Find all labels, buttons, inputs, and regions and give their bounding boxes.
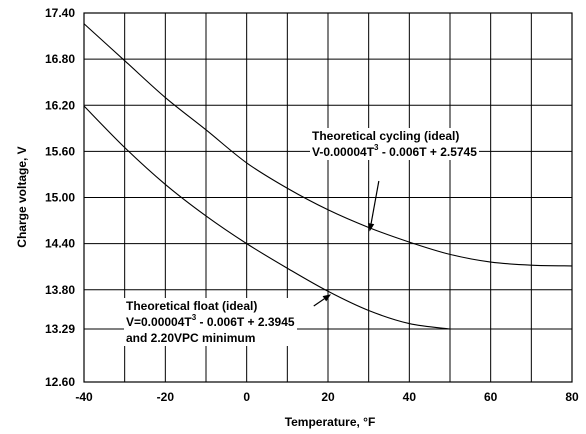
cycling-annotation-title: Theoretical cycling (ideal) [312, 129, 460, 143]
x-tick-label: -40 [75, 390, 93, 404]
annotation-arrows [313, 180, 380, 307]
x-tick-label: -20 [157, 390, 175, 404]
series [83, 23, 573, 330]
y-tick-label: 16.80 [45, 52, 75, 66]
y-axis-label: Charge voltage, V [15, 146, 29, 247]
float-annotation: Theoretical float (ideal) V=0.00004T3 - … [124, 298, 297, 346]
y-tick-label: 15.00 [45, 191, 75, 205]
y-tick-label: 12.60 [45, 375, 75, 389]
tick-labels: -40 -20 0 20 40 60 80 17.40 16.80 16.20 15.60 15.00… [45, 6, 579, 404]
float-annotation-equation: V=0.00004T3 - 0.006T + 2.3945 [126, 313, 295, 330]
x-tick-label: 40 [403, 390, 417, 404]
y-tick-label: 13.80 [45, 283, 75, 297]
plot-frame [83, 12, 573, 383]
float-annotation-arrow [313, 294, 331, 307]
y-tick-label: 14.40 [45, 237, 75, 251]
y-tick-label: 13.29 [45, 322, 75, 336]
float-annotation-note: and 2.20VPC minimum [126, 331, 256, 345]
x-tick-label: 20 [321, 390, 335, 404]
y-tick-label: 15.60 [45, 144, 75, 158]
series-line-cycling [83, 23, 573, 267]
x-tick-label: 60 [484, 390, 498, 404]
x-tick-label: 80 [565, 390, 579, 404]
cycling-annotation-arrow [367, 180, 380, 232]
y-tick-label: 16.20 [45, 98, 75, 112]
float-annotation-title: Theoretical float (ideal) [126, 299, 258, 313]
x-axis-label: Temperature, °F [285, 415, 376, 429]
y-tick-label: 17.40 [45, 6, 75, 20]
axes [83, 12, 573, 383]
cycling-annotation-equation: V-0.00004T3 - 0.006T + 2.5745 [312, 143, 477, 160]
x-tick-label: 0 [243, 390, 250, 404]
series-line-float [83, 105, 451, 330]
cycling-annotation: Theoretical cycling (ideal) V-0.00004T3 … [310, 128, 479, 160]
